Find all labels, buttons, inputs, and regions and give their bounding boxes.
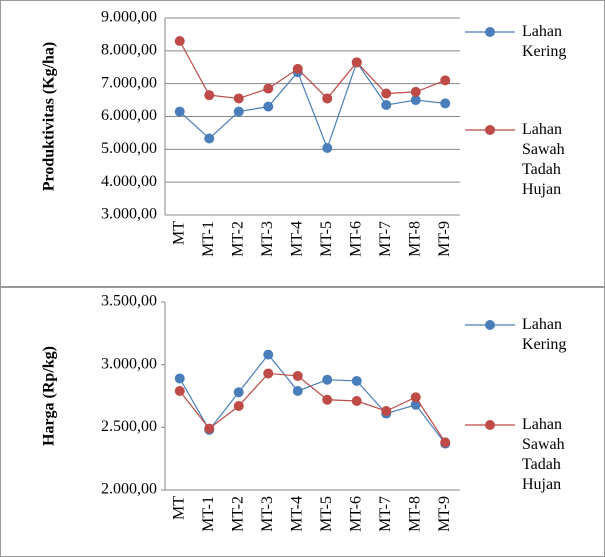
data-point [322,374,333,385]
x-tick-label: MT-2 [229,221,246,257]
series-line [179,372,446,443]
x-tick-label: MT [170,221,187,245]
y-axis-title: Harga (Rp/kg) [41,346,58,446]
x-tick-label: MT-7 [377,496,394,532]
x-tick-label: MT-1 [200,221,217,257]
legend-marker [485,420,495,430]
y-tick-label: 8.000,00 [101,42,157,59]
x-tick-label: MT [170,496,187,520]
x-tick-label: MT-9 [436,496,453,532]
data-point [381,406,392,417]
data-point [351,375,362,386]
x-tick-label: MT-6 [347,221,364,257]
data-point [322,394,333,405]
y-tick-label: 9.000,00 [101,9,157,26]
x-tick-label: MT-8 [406,221,423,257]
x-tick-label: MT-4 [288,496,305,532]
x-tick-label: MT-5 [318,496,335,532]
y-tick-label: 3.500,00 [101,293,157,310]
x-tick-label: MT-2 [229,496,246,532]
legend-marker [485,320,495,330]
data-point [233,93,244,104]
legend-label: Lahan Sawah Tadah Hujan [522,416,565,493]
data-point [233,106,244,117]
x-tick-label: MT-3 [259,496,276,532]
y-tick-label: 3.000,00 [101,206,157,223]
x-tick-label: MT-6 [347,496,364,532]
data-point [263,368,274,379]
data-point [410,392,421,403]
data-point [292,63,303,74]
x-tick-label: MT-7 [377,221,394,257]
legend-label: Lahan Kering [522,23,567,60]
data-point [410,399,421,410]
y-tick-label: 7.000,00 [101,74,157,91]
y-tick-label: 6.000,00 [101,107,157,124]
y-tick-label: 4.000,00 [101,173,157,190]
data-point [292,385,303,396]
data-point [381,100,392,111]
data-point [174,373,185,384]
x-tick-label: MT-8 [406,496,423,532]
data-point [381,88,392,99]
data-point [204,90,215,101]
data-point [263,83,274,94]
x-tick-label: MT-3 [259,221,276,257]
y-tick-label: 2.500,00 [101,418,157,435]
data-point [263,349,274,360]
data-point [440,437,451,448]
data-point [440,98,451,109]
x-tick-label: MT-1 [200,496,217,532]
y-tick-label: 5.000,00 [101,140,157,157]
data-point [410,95,421,106]
data-point [292,370,303,381]
data-point [410,86,421,97]
legend-marker [485,27,495,37]
data-point [351,57,362,68]
legend-marker [485,125,495,135]
data-point [204,133,215,144]
data-point [204,423,215,434]
data-point [263,101,274,112]
panel [0,287,605,557]
data-point [322,93,333,104]
data-point [174,106,185,117]
series-line [179,40,446,100]
data-point [174,385,185,396]
series-line [179,61,446,150]
x-tick-label: MT-9 [436,221,453,257]
x-tick-label: MT-4 [288,221,305,257]
data-point [440,75,451,86]
y-axis-title: Produktivitas (Kg/ha) [41,42,58,192]
legend-label: Lahan Kering [522,316,567,353]
data-point [233,401,244,412]
data-point [233,387,244,398]
y-tick-label: 3.000,00 [101,355,157,372]
series-line [179,353,446,444]
panel [0,0,605,287]
x-tick-label: MT-5 [318,221,335,257]
y-tick-label: 2.000,00 [101,481,157,498]
data-point [174,35,185,46]
data-point [322,143,333,154]
data-point [351,396,362,407]
legend-label: Lahan Sawah Tadah Hujan [522,121,565,198]
